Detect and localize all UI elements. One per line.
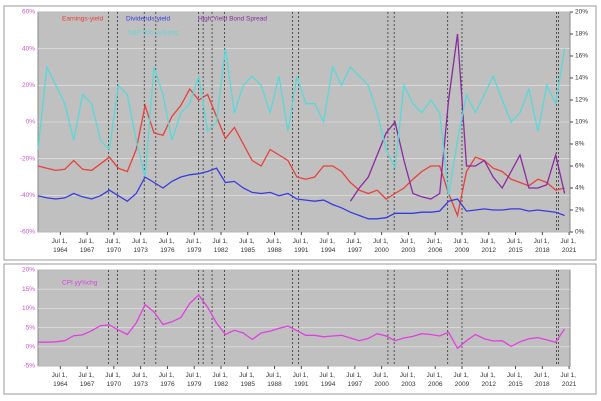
y-tick-label: 5%	[26, 324, 36, 331]
y-tick-label: -60%	[20, 229, 35, 236]
series-line	[37, 167, 565, 220]
x-tick-label: Jul 1, 2015	[507, 372, 524, 388]
x-tick-label: Jul 1, 1994	[319, 238, 336, 254]
x-tick-label: Jul 1, 2012	[480, 372, 497, 388]
x-tick-label: Jul 1, 1964	[52, 372, 69, 388]
x-tick-label: Jul 1, 2018	[534, 372, 551, 388]
x-tick-label: Jul 1, 1988	[266, 372, 283, 388]
y-tick-label: 0%	[26, 344, 36, 351]
y2-tick-label: 18%	[575, 31, 588, 38]
x-tick-label: Jul 1, 2003	[400, 238, 417, 254]
x-tick-label: Jul 1, 1964	[52, 238, 69, 254]
y2-tick-label: 2%	[575, 207, 585, 214]
y2-tick-label: 14%	[575, 75, 588, 82]
x-tick-label: Jul 1, 2000	[373, 238, 390, 254]
x-tick-label: Jul 1, 2006	[427, 372, 444, 388]
y2-tick-label: 8%	[575, 141, 585, 148]
y2-tick-label: 6%	[575, 163, 585, 170]
y-tick-label: 40%	[22, 45, 35, 52]
x-tick-label: Jul 1, 2003	[400, 372, 417, 388]
series-line	[349, 33, 566, 202]
x-tick-label: Jul 1, 1985	[239, 372, 256, 388]
x-tick-label: Jul 1, 2021	[560, 238, 577, 254]
legend-entry: S&P 500 yy%chg	[128, 30, 178, 37]
y2-tick-label: 12%	[575, 97, 588, 104]
x-tick-label: Jul 1, 1979	[186, 372, 203, 388]
y-tick-label: 0%	[26, 119, 36, 126]
x-tick-label: Jul 1, 2012	[480, 238, 497, 254]
x-tick-label: Jul 1, 2009	[453, 372, 470, 388]
x-tick-label: Jul 1, 2000	[373, 372, 390, 388]
x-tick-label: Jul 1, 1997	[346, 372, 363, 388]
x-tick-label: Jul 1, 1988	[266, 238, 283, 254]
y2-tick-label: 4%	[575, 185, 585, 192]
series-line	[38, 294, 566, 350]
y-tick-label: 60%	[22, 9, 35, 16]
legend-entry: High Yield Bond Spread	[198, 16, 267, 23]
x-tick-label: Jul 1, 2015	[507, 238, 524, 254]
y2-tick-label: 0%	[575, 229, 585, 236]
x-tick-label: Jul 1, 1991	[293, 372, 310, 388]
x-tick-label: Jul 1, 1982	[212, 372, 229, 388]
y2-tick-label: 20%	[575, 9, 588, 16]
y-tick-label: -5%	[23, 363, 35, 370]
x-tick-label: Jul 1, 1991	[293, 238, 310, 254]
y-tick-label: 20%	[22, 267, 35, 274]
plot-area	[37, 269, 571, 367]
x-tick-label: Jul 1, 1997	[346, 238, 363, 254]
y-tick-label: 15%	[22, 286, 35, 293]
x-tick-label: Jul 1, 1985	[239, 238, 256, 254]
x-tick-label: Jul 1, 1979	[186, 238, 203, 254]
x-tick-label: Jul 1, 2021	[560, 372, 577, 388]
y-tick-label: -20%	[20, 155, 35, 162]
x-tick-label: Jul 1, 2009	[453, 238, 470, 254]
y-tick-label: -40%	[20, 192, 35, 199]
y-tick-label: 20%	[22, 82, 35, 89]
x-tick-label: Jul 1, 1973	[132, 372, 149, 388]
series-line	[37, 87, 565, 218]
x-tick-label: Jul 1, 1970	[105, 238, 122, 254]
y2-tick-label: 16%	[575, 53, 588, 60]
x-tick-label: Jul 1, 1982	[212, 238, 229, 254]
series-line	[37, 48, 566, 196]
x-tick-label: Jul 1, 1967	[78, 372, 95, 388]
x-tick-label: Jul 1, 1994	[319, 372, 336, 388]
y-tick-label: 10%	[22, 305, 35, 312]
x-tick-label: Jul 1, 1973	[132, 238, 149, 254]
x-tick-label: Jul 1, 2018	[534, 238, 551, 254]
x-tick-label: Jul 1, 1970	[105, 372, 122, 388]
x-tick-label: Jul 1, 1976	[159, 372, 176, 388]
x-tick-label: Jul 1, 1976	[159, 238, 176, 254]
y2-tick-label: 10%	[575, 119, 588, 126]
legend-entry: Dividends-yield	[126, 16, 170, 23]
legend-entry: CPI yy%chg	[62, 280, 98, 287]
legend-entry: Earnings-yield	[62, 16, 104, 23]
x-tick-label: Jul 1, 1967	[78, 238, 95, 254]
x-tick-label: Jul 1, 2006	[427, 238, 444, 254]
